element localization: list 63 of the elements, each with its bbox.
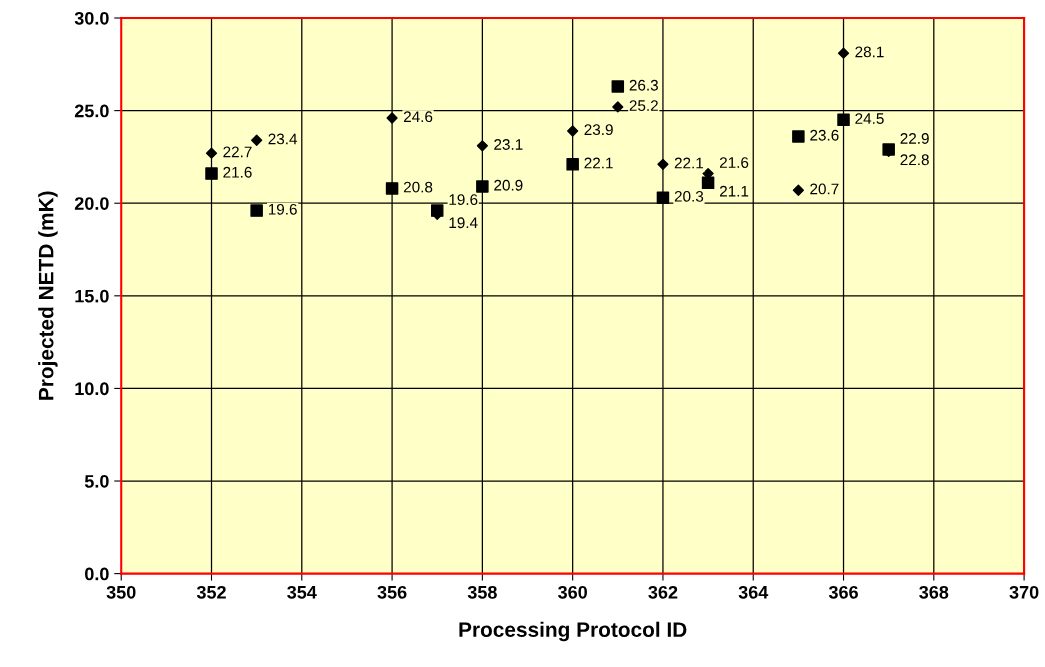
data-label: 22.1 bbox=[584, 157, 613, 169]
data-label: 19.6 bbox=[268, 203, 297, 215]
data-label: 28.1 bbox=[855, 46, 884, 58]
x-axis-title: Processing Protocol ID bbox=[459, 621, 687, 642]
x-tick-label: 370 bbox=[1009, 585, 1039, 599]
point bbox=[657, 158, 669, 170]
x-tick-label: 362 bbox=[648, 585, 678, 599]
data-label: 23.9 bbox=[584, 124, 613, 136]
y-tick-label: 25.0 bbox=[74, 104, 109, 118]
point bbox=[251, 134, 263, 146]
point bbox=[476, 180, 489, 193]
point bbox=[566, 158, 579, 171]
point bbox=[205, 167, 218, 180]
point bbox=[792, 130, 805, 143]
x-tick-label: 354 bbox=[287, 585, 317, 599]
y-tick-label: 30.0 bbox=[74, 11, 109, 25]
data-label: 19.4 bbox=[449, 217, 478, 229]
x-tick-label: 358 bbox=[467, 585, 497, 599]
point bbox=[385, 182, 399, 195]
data-label: 22.9 bbox=[900, 133, 929, 144]
data-label: 20.9 bbox=[494, 179, 523, 191]
point bbox=[612, 101, 624, 113]
point bbox=[476, 140, 488, 152]
x-tick-label: 350 bbox=[106, 585, 136, 599]
point bbox=[611, 80, 625, 93]
x-tick-label: 360 bbox=[558, 585, 587, 599]
point bbox=[430, 204, 444, 217]
data-label: 21.6 bbox=[719, 157, 749, 168]
data-label: 20.3 bbox=[674, 190, 704, 202]
data-label: 25.2 bbox=[629, 100, 658, 112]
data-label: 23.4 bbox=[268, 133, 298, 145]
point bbox=[205, 147, 218, 159]
data-label: 21.6 bbox=[223, 166, 252, 178]
data-label: 22.7 bbox=[223, 146, 252, 158]
point bbox=[567, 125, 579, 137]
x-tick-label: 366 bbox=[828, 585, 858, 599]
y-tick-label: 20.0 bbox=[74, 197, 109, 210]
data-label: 23.6 bbox=[810, 129, 839, 141]
x-tick-label: 356 bbox=[377, 585, 407, 599]
y-axis-title: Projected NETD (mK) bbox=[38, 191, 58, 400]
point bbox=[837, 113, 850, 127]
data-label: 26.3 bbox=[629, 79, 658, 91]
x-tick-label: 352 bbox=[196, 585, 226, 599]
data-label: 20.8 bbox=[403, 181, 433, 193]
x-tick-label: 368 bbox=[919, 585, 949, 599]
point bbox=[250, 204, 263, 217]
data-label: 22.1 bbox=[674, 157, 704, 169]
y-tick-label: 0.0 bbox=[85, 567, 109, 581]
point bbox=[701, 176, 715, 190]
data-label: 24.6 bbox=[403, 111, 433, 123]
data-label: 22.8 bbox=[900, 154, 929, 166]
point bbox=[792, 184, 804, 196]
data-label: 23.1 bbox=[494, 139, 523, 150]
data-label: 24.5 bbox=[855, 113, 884, 124]
data-label: 20.7 bbox=[810, 183, 839, 195]
x-tick-label: 364 bbox=[738, 585, 769, 599]
data-label: 21.1 bbox=[719, 185, 749, 197]
y-tick-label: 10.0 bbox=[75, 382, 109, 396]
data-label: 19.6 bbox=[449, 194, 478, 205]
y-tick-label: 5.0 bbox=[84, 474, 109, 488]
y-tick-label: 15.0 bbox=[75, 289, 109, 303]
point bbox=[837, 47, 850, 59]
point bbox=[656, 191, 670, 204]
